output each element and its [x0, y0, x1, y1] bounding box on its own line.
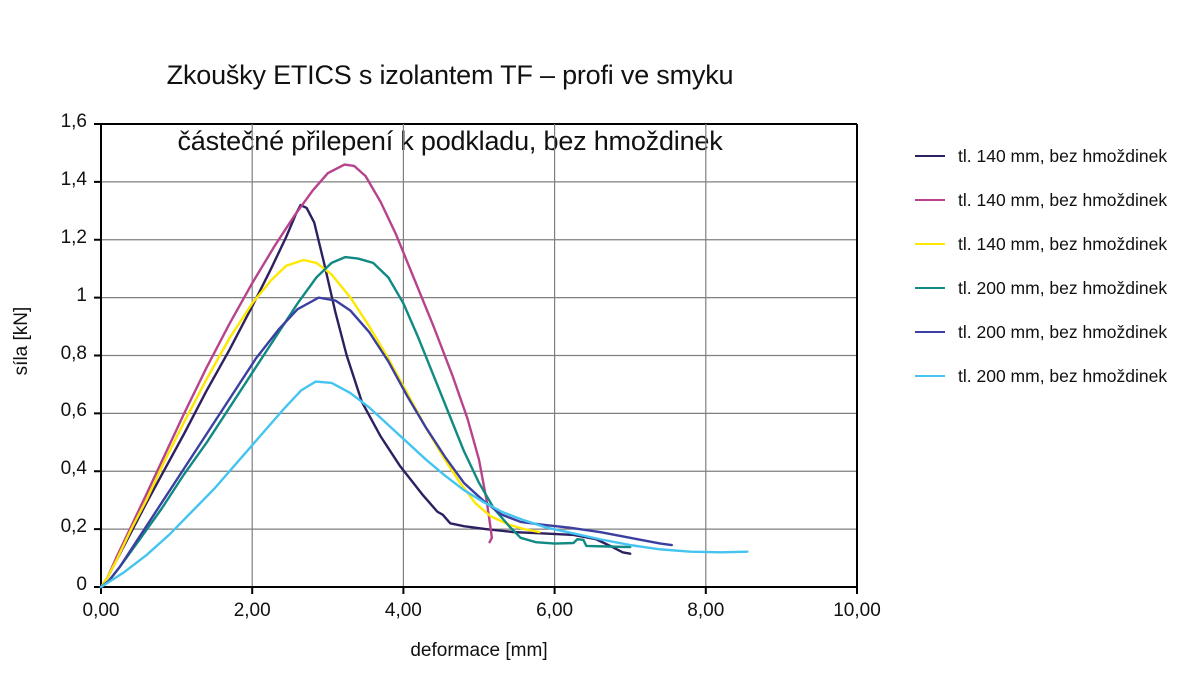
- chart-title-line-1: Zkoušky ETICS s izolantem TF – profi ve …: [166, 60, 734, 90]
- x-axis-tick-label: 10,00: [833, 600, 881, 621]
- legend-item[interactable]: tl. 140 mm, bez hmoždinek: [915, 134, 1200, 178]
- legend-line-icon: [915, 155, 945, 157]
- legend-line-icon: [915, 243, 945, 245]
- y-axis-tick-label: 1,2: [60, 226, 87, 248]
- data-series-4: [99, 255, 632, 589]
- x-axis-tick-label: 8,00: [687, 600, 725, 621]
- legend-item-label: tl. 140 mm, bez hmoždinek: [958, 145, 1168, 166]
- y-axis-tick-label: 0,4: [60, 458, 87, 480]
- y-axis-tick-label: 1: [76, 284, 87, 306]
- chart-legend: tl. 140 mm, bez hmoždinek tl. 140 mm, bez…: [915, 134, 1200, 398]
- legend-item[interactable]: tl. 140 mm, bez hmoždinek: [915, 222, 1200, 266]
- x-axis-tick-label: 6,00: [536, 600, 574, 621]
- data-series-1: [99, 203, 632, 589]
- y-axis-tick-label: 1,4: [60, 168, 87, 190]
- y-axis-tick-label: 1,6: [60, 111, 87, 132]
- data-series-6: [99, 380, 749, 589]
- x-axis-tick-label: 0,00: [82, 600, 120, 621]
- data-series-3: [99, 258, 541, 589]
- legend-item[interactable]: tl. 200 mm, bez hmoždinek: [915, 310, 1200, 354]
- y-axis-tick-label: 0: [76, 574, 87, 595]
- legend-item-label: tl. 140 mm, bez hmoždinek: [958, 233, 1168, 254]
- x-axis-title: deformace [mm]: [410, 640, 548, 661]
- chart-title-line-2: částečné přilepení k podkladu, bez hmožd…: [177, 126, 723, 156]
- y-axis-tick-label: 0,8: [60, 342, 87, 364]
- plot-area: deformace [mm] síla [kN] 0 0,2 0,4 0,6 0,8 1 1…: [11, 111, 881, 661]
- x-axis-tick-label: 4,00: [384, 600, 422, 621]
- y-axis-tick-label: 0,6: [60, 400, 87, 422]
- data-series-5: [99, 296, 673, 589]
- legend-line-icon: [915, 287, 945, 289]
- legend-item[interactable]: tl. 140 mm, bez hmoždinek: [915, 178, 1200, 222]
- x-axis-tick-label: 2,00: [233, 600, 271, 621]
- legend-line-icon: [915, 375, 945, 377]
- legend-item[interactable]: tl. 200 mm, bez hmoždinek: [915, 354, 1200, 398]
- y-axis-tick-label: 0,2: [60, 516, 87, 538]
- legend-line-icon: [915, 199, 945, 201]
- data-series-2: [99, 163, 494, 589]
- plot-canvas: [94, 123, 858, 594]
- legend-item-label: tl. 200 mm, bez hmoždinek: [958, 365, 1168, 386]
- legend-item[interactable]: tl. 200 mm, bez hmoždinek: [915, 266, 1200, 310]
- chart-title: Zkoušky ETICS s izolantem TF – profi ve …: [0, 26, 900, 191]
- legend-line-icon: [915, 331, 945, 333]
- legend-item-label: tl. 200 mm, bez hmoždinek: [958, 321, 1168, 342]
- legend-item-label: tl. 140 mm, bez hmoždinek: [958, 189, 1168, 210]
- legend-item-label: tl. 200 mm, bez hmoždinek: [958, 277, 1168, 298]
